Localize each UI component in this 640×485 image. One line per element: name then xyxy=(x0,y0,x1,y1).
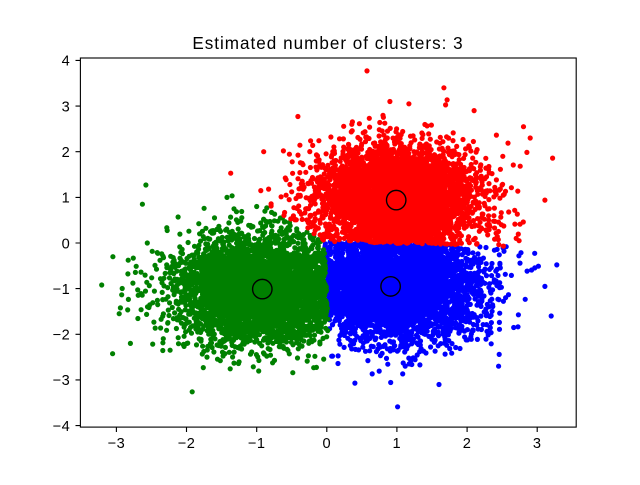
svg-text:−3: −3 xyxy=(52,373,70,389)
svg-text:3: 3 xyxy=(62,99,71,115)
svg-text:1: 1 xyxy=(62,191,71,207)
svg-text:0: 0 xyxy=(62,236,71,252)
svg-text:−3: −3 xyxy=(107,436,125,452)
svg-text:3: 3 xyxy=(533,436,542,452)
svg-text:−2: −2 xyxy=(52,328,70,344)
svg-text:0: 0 xyxy=(322,436,331,452)
svg-text:Estimated number of clusters:: Estimated number of clusters: 3 xyxy=(192,34,463,53)
svg-text:−1: −1 xyxy=(52,282,70,298)
svg-text:4: 4 xyxy=(62,54,71,70)
svg-text:−1: −1 xyxy=(248,436,266,452)
svg-text:−4: −4 xyxy=(52,419,70,435)
svg-text:−2: −2 xyxy=(178,436,196,452)
svg-text:2: 2 xyxy=(62,145,71,161)
svg-text:1: 1 xyxy=(393,436,402,452)
svg-text:2: 2 xyxy=(463,436,472,452)
